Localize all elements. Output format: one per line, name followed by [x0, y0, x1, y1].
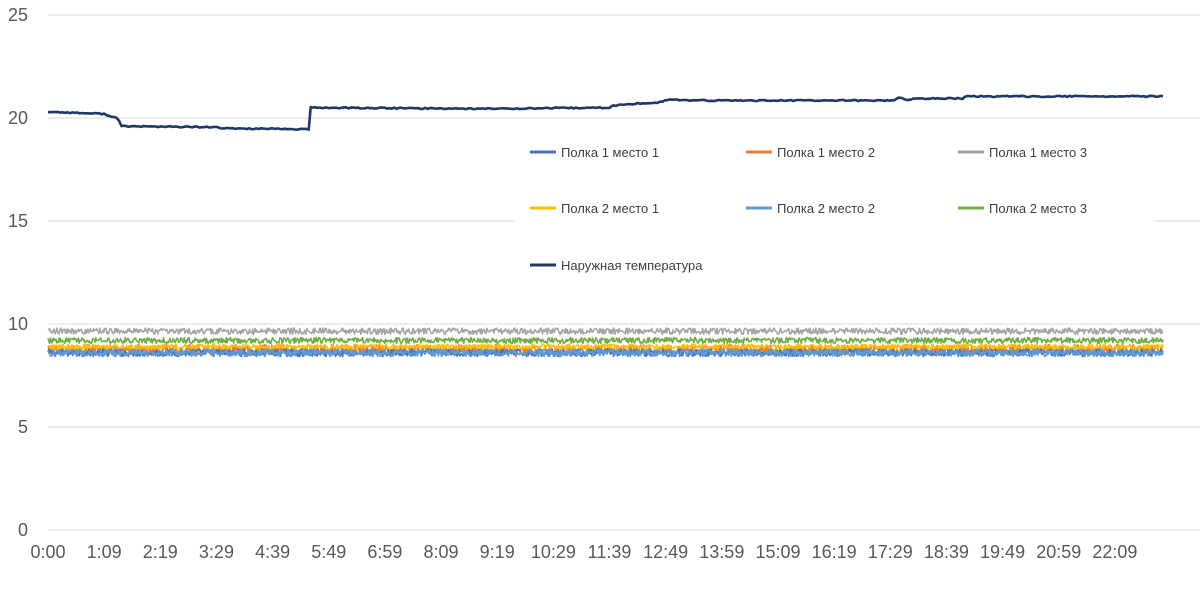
x-tick-label: 8:09 [424, 542, 459, 562]
x-tick-label: 5:49 [311, 542, 346, 562]
x-axis-tick-labels: 0:00 1:09 2:19 3:29 4:39 5:49 6:59 8:09 9:19 10:2… [30, 542, 1137, 562]
legend-background [515, 133, 1155, 283]
gridlines [48, 14, 1200, 531]
series-lines [47, 94, 1164, 358]
legend: Полка 1 место 1 Полка 1 место 2 Полка 1 ме… [515, 133, 1155, 283]
x-tick-label: 6:59 [367, 542, 402, 562]
series-line-6 [47, 336, 1164, 345]
legend-label: Полка 1 место 1 [561, 145, 659, 160]
y-tick-label: 15 [8, 211, 28, 231]
x-tick-label: 9:19 [480, 542, 515, 562]
x-tick-label: 1:09 [87, 542, 122, 562]
legend-label: Полка 1 место 2 [777, 145, 875, 160]
x-tick-label: 13:59 [699, 542, 744, 562]
legend-label: Наружная температура [561, 258, 703, 273]
legend-label: Полка 1 место 3 [989, 145, 1087, 160]
y-axis-tick-labels: 0 5 10 15 20 25 [8, 5, 28, 540]
y-tick-label: 10 [8, 314, 28, 334]
series-line-4 [47, 343, 1164, 350]
x-tick-label: 10:29 [531, 542, 576, 562]
y-tick-label: 20 [8, 108, 28, 128]
x-tick-label: 2:19 [143, 542, 178, 562]
x-tick-label: 18:39 [924, 542, 969, 562]
y-tick-label: 0 [18, 520, 28, 540]
y-tick-label: 25 [8, 5, 28, 25]
x-tick-label: 11:39 [588, 542, 632, 562]
series-line-7 [47, 94, 1164, 131]
series-line-5 [47, 348, 1164, 358]
x-tick-label: 15:09 [755, 542, 800, 562]
series-line-3 [47, 327, 1164, 336]
x-tick-label: 3:29 [199, 542, 234, 562]
legend-label: Полка 2 место 1 [561, 201, 659, 216]
x-tick-label: 12:49 [643, 542, 688, 562]
legend-label: Полка 2 место 3 [989, 201, 1087, 216]
legend-label: Полка 2 место 2 [777, 201, 875, 216]
y-tick-label: 5 [18, 417, 28, 437]
x-tick-label: 20:59 [1036, 542, 1081, 562]
x-tick-label: 0:00 [30, 542, 65, 562]
x-tick-label: 16:19 [812, 542, 857, 562]
x-tick-label: 22:09 [1092, 542, 1137, 562]
x-tick-label: 17:29 [868, 542, 913, 562]
x-tick-label: 4:39 [255, 542, 290, 562]
x-tick-label: 19:49 [980, 542, 1025, 562]
